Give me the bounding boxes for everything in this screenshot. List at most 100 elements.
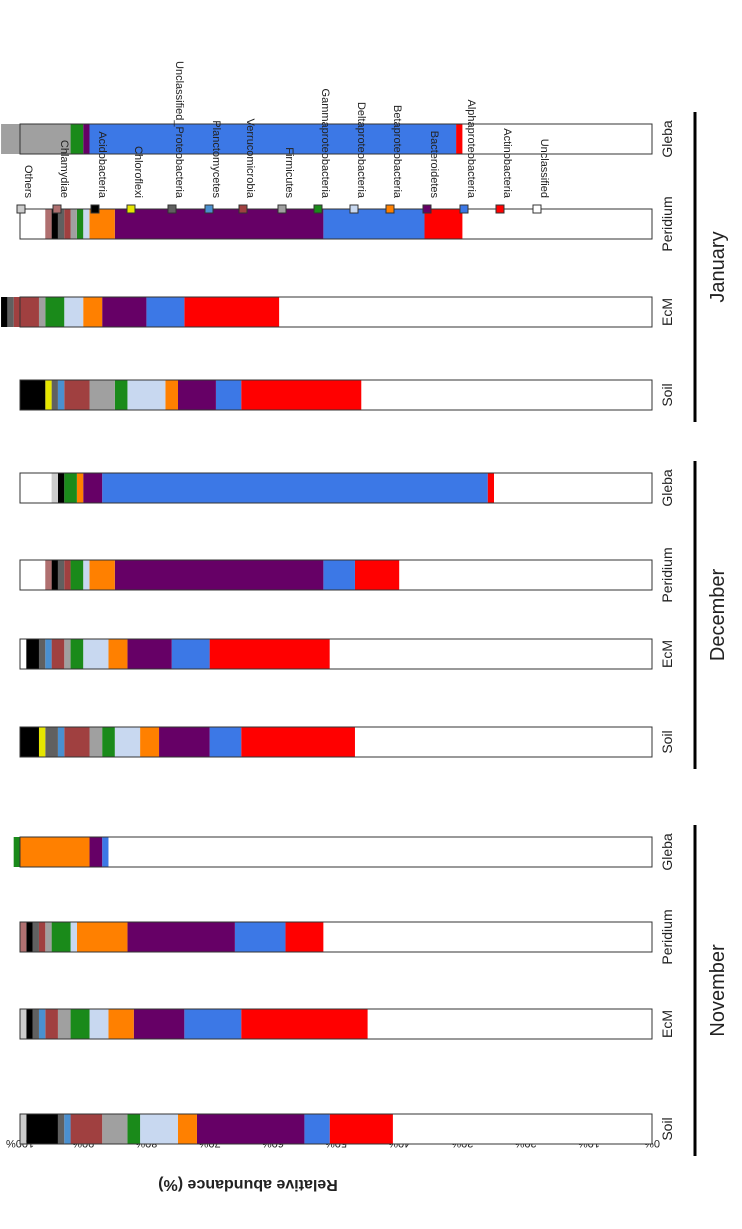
category-label: Gleba xyxy=(659,833,675,871)
legend-swatch xyxy=(422,204,432,214)
bar-segment xyxy=(64,560,71,590)
bar-segment xyxy=(51,639,65,669)
bar-segment xyxy=(83,124,90,154)
legend-label: Alphaproteobacteria xyxy=(465,100,477,199)
bar-segment xyxy=(171,639,210,669)
bar-segment xyxy=(45,639,52,669)
legend-swatch xyxy=(16,204,26,214)
bar-segment xyxy=(57,473,65,503)
category-label: EcM xyxy=(659,1010,675,1038)
category-label: EcM xyxy=(659,640,675,668)
bar-outline xyxy=(19,726,653,758)
bar-segment xyxy=(64,380,90,410)
bar-segment xyxy=(89,209,115,239)
category-label: Gleba xyxy=(659,469,675,507)
bar-segment xyxy=(38,297,46,327)
bar-segment xyxy=(323,209,425,239)
bar-segment xyxy=(114,560,324,590)
bar-segment xyxy=(241,1009,368,1039)
category-label: Gleba xyxy=(659,120,675,158)
bar-segment xyxy=(70,124,84,154)
bar-segment xyxy=(70,922,77,952)
legend-swatch xyxy=(204,204,214,214)
bar-segment xyxy=(329,1114,393,1144)
group-label: November xyxy=(707,944,729,1037)
bar-segment xyxy=(83,473,103,503)
bar-segment xyxy=(89,124,457,154)
bar-outline xyxy=(19,559,653,591)
bar-segment xyxy=(367,1009,652,1039)
bar-segment xyxy=(57,1009,71,1039)
legend-swatch xyxy=(277,204,287,214)
category-label: EcM xyxy=(659,298,675,326)
legend-label: Chloroflexi xyxy=(132,146,144,198)
bar-segment xyxy=(51,473,58,503)
bar-segment xyxy=(108,837,653,867)
bar-segment xyxy=(45,727,58,757)
legend-label: Unclassified_Proteobacteria xyxy=(173,61,185,199)
bar-segment xyxy=(127,380,166,410)
bar-segment xyxy=(114,727,141,757)
bar-segment xyxy=(102,837,109,867)
legend-swatch xyxy=(459,204,469,214)
bar-segment xyxy=(57,1114,65,1144)
bar-segment xyxy=(184,297,280,327)
bar-segment xyxy=(1,297,8,327)
bar-segment xyxy=(51,380,58,410)
axis-label: Relative abundance (%) xyxy=(158,1176,338,1193)
bar-segment xyxy=(83,209,90,239)
bar-segment xyxy=(45,297,65,327)
bar-segment xyxy=(38,1009,46,1039)
bar-segment xyxy=(102,727,115,757)
bar-segment xyxy=(392,1114,652,1144)
bar-segment xyxy=(20,837,90,867)
bar-outline xyxy=(19,208,653,240)
legend-swatch xyxy=(313,204,323,214)
category-labels: Soil EcM Peridium Gleba Soil EcM Peridium Gleba… xyxy=(659,120,675,1141)
bar-segment xyxy=(70,560,84,590)
bar-segment xyxy=(102,297,147,327)
bar-segment xyxy=(51,922,71,952)
bar-segment xyxy=(329,639,652,669)
legend-label: Firmicutes xyxy=(283,147,295,198)
bar-segment xyxy=(83,639,109,669)
bar-outline xyxy=(19,921,653,953)
bar-segment xyxy=(32,922,39,952)
bar-segment xyxy=(57,560,65,590)
bar-outline xyxy=(19,123,653,155)
bar-segment xyxy=(20,922,27,952)
legend-label: Chlamydiae xyxy=(58,140,70,198)
bar-segment xyxy=(323,560,355,590)
legend-swatch xyxy=(495,204,505,214)
bar-segment xyxy=(20,727,39,757)
group-labels: November December January xyxy=(693,112,729,1156)
category-label: Soil xyxy=(659,1117,675,1140)
bar-segment xyxy=(45,560,52,590)
bar-segment xyxy=(45,1009,58,1039)
bar-segment xyxy=(45,209,52,239)
category-label: Soil xyxy=(659,730,675,753)
bar-segment xyxy=(20,1009,27,1039)
bar-outline xyxy=(19,472,653,504)
bar-segment xyxy=(127,922,235,952)
bar-segment xyxy=(114,380,128,410)
bar-segment xyxy=(462,124,652,154)
legend-label: Bacteroidetes xyxy=(428,131,440,199)
legend-swatch xyxy=(532,204,542,214)
bar-segment xyxy=(51,209,58,239)
bar-segment xyxy=(462,209,652,239)
bar-segment xyxy=(127,1114,141,1144)
legend-label: Acidobacteria xyxy=(96,131,108,199)
legend-label: Verrucomicrobia xyxy=(244,119,256,199)
legend-swatch xyxy=(349,204,359,214)
bar-segment xyxy=(494,473,652,503)
category-label: Peridium xyxy=(659,909,675,964)
bar-segment xyxy=(20,380,46,410)
bar-segment xyxy=(64,639,71,669)
bar-segment xyxy=(38,639,46,669)
bar-segment xyxy=(89,380,115,410)
bar-outline xyxy=(19,1008,653,1040)
bar-segment xyxy=(70,1114,103,1144)
category-label: Soil xyxy=(659,383,675,406)
bar-segment xyxy=(399,560,652,590)
